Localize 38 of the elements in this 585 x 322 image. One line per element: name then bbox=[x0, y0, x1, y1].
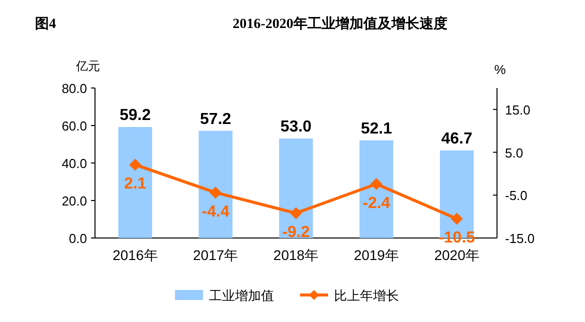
x-tick-label: 2020年 bbox=[434, 247, 480, 263]
y2-tick-label: 5.0 bbox=[505, 145, 524, 160]
x-tick-label: 2018年 bbox=[273, 247, 319, 263]
y2-axis-title: % bbox=[494, 62, 506, 77]
y-tick-label: 40.0 bbox=[62, 156, 87, 171]
y-axis-title: 亿元 bbox=[75, 59, 100, 73]
y-tick-label: 20.0 bbox=[62, 194, 87, 208]
point bbox=[129, 158, 142, 171]
legend-label: 工业增加值 bbox=[209, 288, 274, 303]
point bbox=[450, 212, 463, 225]
bar bbox=[279, 138, 313, 238]
point bbox=[210, 186, 222, 199]
data-label: 52.1 bbox=[360, 120, 392, 138]
y-tick-label: 80.0 bbox=[62, 81, 87, 96]
data-label: -2.4 bbox=[362, 195, 390, 212]
x-tick-label: 2016年 bbox=[112, 247, 158, 263]
bar bbox=[118, 127, 152, 238]
y2-tick-label: 15.0 bbox=[505, 102, 530, 118]
data-label: 2.1 bbox=[124, 176, 146, 193]
bar bbox=[198, 130, 232, 238]
point bbox=[370, 178, 382, 190]
y2-tick-label: -15.0 bbox=[505, 231, 535, 246]
data-label: 57.2 bbox=[200, 110, 232, 128]
data-label: 59.2 bbox=[120, 107, 151, 124]
legend-label: 比上年增长 bbox=[334, 288, 399, 303]
data-label: -9.2 bbox=[282, 224, 310, 242]
data-label: -4.4 bbox=[202, 204, 230, 221]
y2-tick-label: -5.0 bbox=[505, 188, 528, 204]
y-tick-label: 60.0 bbox=[62, 118, 87, 134]
point bbox=[290, 207, 302, 220]
bar bbox=[360, 140, 394, 238]
caption: 图4 bbox=[35, 16, 56, 32]
chart-title: 2016-2020年工业增加值及增长速度 bbox=[232, 15, 448, 32]
x-tick-label: 2019年 bbox=[354, 247, 399, 263]
y-tick-label: 0.0 bbox=[68, 231, 87, 246]
data-label: 46.7 bbox=[441, 130, 472, 148]
x-tick-label: 2017年 bbox=[193, 247, 238, 263]
data-label: 53.0 bbox=[280, 118, 312, 136]
